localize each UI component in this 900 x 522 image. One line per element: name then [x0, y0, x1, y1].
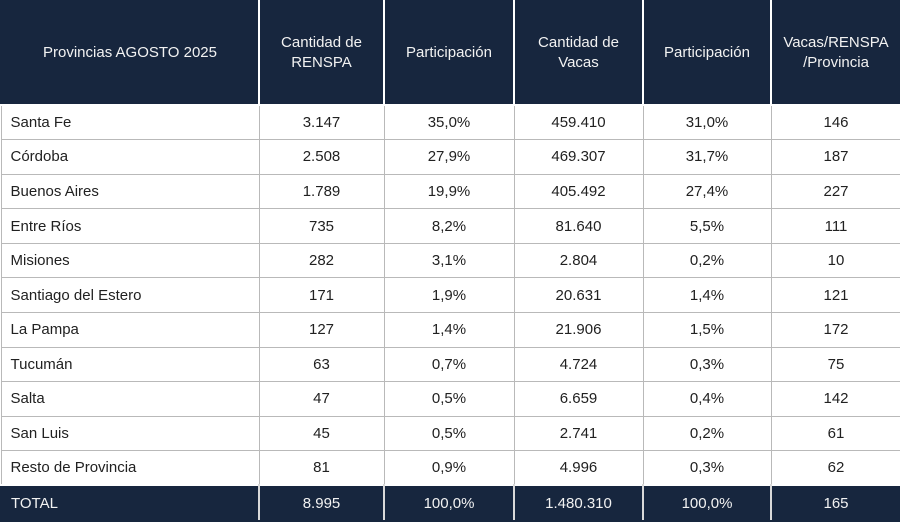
province-cell: Misiones: [0, 242, 260, 279]
renspa-cell: 171: [258, 277, 385, 313]
province-cell: Resto de Provincia: [0, 450, 260, 486]
vacas-cell: 469.307: [513, 139, 644, 175]
renspa-share-cell: 0,5%: [383, 415, 515, 452]
renspa-cell: 282: [258, 242, 385, 279]
vacas-cell: 20.631: [513, 277, 644, 313]
vacas-cell: 81.640: [513, 208, 644, 244]
renspa-cell: 45: [258, 415, 385, 452]
vacas-per-renspa-cell: 111: [770, 208, 900, 244]
total-vacas-share-cell: 100,0%: [642, 484, 772, 522]
vacas-per-renspa-cell: 172: [770, 311, 900, 348]
province-cell: La Pampa: [0, 311, 260, 348]
total-renspa-share-cell: 100,0%: [383, 484, 515, 522]
table-row: Córdoba 2.508 27,9% 469.307 31,7% 187: [0, 139, 900, 175]
total-renspa-cell: 8.995: [258, 484, 385, 522]
total-vacas-cell: 1.480.310: [513, 484, 644, 522]
table-row: San Luis 45 0,5% 2.741 0,2% 61: [0, 415, 900, 452]
table-row: Salta 47 0,5% 6.659 0,4% 142: [0, 381, 900, 417]
header-row: Provincias AGOSTO 2025 Cantidad de RENSP…: [0, 0, 900, 106]
renspa-cell: 63: [258, 346, 385, 383]
vacas-per-renspa-cell: 61: [770, 415, 900, 452]
vacas-per-renspa-cell: 227: [770, 173, 900, 210]
vacas-cell: 21.906: [513, 311, 644, 348]
column-header-cantidad-vacas: Cantidad de Vacas: [513, 0, 644, 106]
renspa-cell: 127: [258, 311, 385, 348]
renspa-share-cell: 0,5%: [383, 381, 515, 417]
table-body: Santa Fe 3.147 35,0% 459.410 31,0% 146 Córdoba…: [0, 104, 900, 522]
vacas-share-cell: 27,4%: [642, 173, 772, 210]
province-cell: Tucumán: [0, 346, 260, 383]
total-label-cell: TOTAL: [0, 484, 260, 522]
province-cell: San Luis: [0, 415, 260, 452]
renspa-cell: 1.789: [258, 173, 385, 210]
renspa-share-cell: 19,9%: [383, 173, 515, 210]
vacas-per-renspa-cell: 10: [770, 242, 900, 279]
vacas-per-renspa-cell: 75: [770, 346, 900, 383]
vacas-cell: 405.492: [513, 173, 644, 210]
vacas-share-cell: 0,2%: [642, 415, 772, 452]
vacas-share-cell: 5,5%: [642, 208, 772, 244]
renspa-cell: 47: [258, 381, 385, 417]
vacas-per-renspa-cell: 62: [770, 450, 900, 486]
column-header-vacas-por-renspa: Vacas/RENSPA /Provincia: [770, 0, 900, 106]
table-row: Misiones 282 3,1% 2.804 0,2% 10: [0, 242, 900, 279]
vacas-share-cell: 0,2%: [642, 242, 772, 279]
column-header-participacion-renspa: Participación: [383, 0, 515, 106]
total-row: TOTAL 8.995 100,0% 1.480.310 100,0% 165: [0, 484, 900, 522]
renspa-cell: 3.147: [258, 104, 385, 141]
vacas-cell: 2.804: [513, 242, 644, 279]
vacas-share-cell: 31,7%: [642, 139, 772, 175]
province-cell: Santiago del Estero: [0, 277, 260, 313]
table-header: Provincias AGOSTO 2025 Cantidad de RENSP…: [0, 0, 900, 106]
table-row: Santiago del Estero 171 1,9% 20.631 1,4% 121: [0, 277, 900, 313]
table-row: Santa Fe 3.147 35,0% 459.410 31,0% 146: [0, 104, 900, 141]
column-header-participacion-vacas: Participación: [642, 0, 772, 106]
column-header-cantidad-renspa: Cantidad de RENSPA: [258, 0, 385, 106]
total-vacas-per-renspa-cell: 165: [770, 484, 900, 522]
table-row: La Pampa 127 1,4% 21.906 1,5% 172: [0, 311, 900, 348]
renspa-share-cell: 27,9%: [383, 139, 515, 175]
renspa-share-cell: 1,9%: [383, 277, 515, 313]
table-row: Buenos Aires 1.789 19,9% 405.492 27,4% 227: [0, 173, 900, 210]
vacas-cell: 459.410: [513, 104, 644, 141]
vacas-cell: 4.996: [513, 450, 644, 486]
vacas-per-renspa-cell: 187: [770, 139, 900, 175]
province-cell: Santa Fe: [0, 104, 260, 141]
vacas-share-cell: 1,5%: [642, 311, 772, 348]
vacas-per-renspa-cell: 142: [770, 381, 900, 417]
vacas-per-renspa-cell: 146: [770, 104, 900, 141]
table-row: Tucumán 63 0,7% 4.724 0,3% 75: [0, 346, 900, 383]
vacas-per-renspa-cell: 121: [770, 277, 900, 313]
province-cell: Entre Ríos: [0, 208, 260, 244]
province-cell: Córdoba: [0, 139, 260, 175]
table-row: Resto de Provincia 81 0,9% 4.996 0,3% 62: [0, 450, 900, 486]
renspa-share-cell: 0,9%: [383, 450, 515, 486]
vacas-cell: 2.741: [513, 415, 644, 452]
vacas-cell: 4.724: [513, 346, 644, 383]
renspa-share-cell: 0,7%: [383, 346, 515, 383]
vacas-share-cell: 0,4%: [642, 381, 772, 417]
table-row: Entre Ríos 735 8,2% 81.640 5,5% 111: [0, 208, 900, 244]
renspa-share-cell: 8,2%: [383, 208, 515, 244]
vacas-share-cell: 1,4%: [642, 277, 772, 313]
vacas-share-cell: 31,0%: [642, 104, 772, 141]
vacas-cell: 6.659: [513, 381, 644, 417]
province-cell: Salta: [0, 381, 260, 417]
renspa-cell: 735: [258, 208, 385, 244]
renspa-share-cell: 3,1%: [383, 242, 515, 279]
province-cell: Buenos Aires: [0, 173, 260, 210]
vacas-share-cell: 0,3%: [642, 450, 772, 486]
vacas-share-cell: 0,3%: [642, 346, 772, 383]
renspa-cell: 81: [258, 450, 385, 486]
column-header-provincias: Provincias AGOSTO 2025: [0, 0, 260, 106]
renspa-cell: 2.508: [258, 139, 385, 175]
renspa-share-cell: 1,4%: [383, 311, 515, 348]
renspa-share-cell: 35,0%: [383, 104, 515, 141]
